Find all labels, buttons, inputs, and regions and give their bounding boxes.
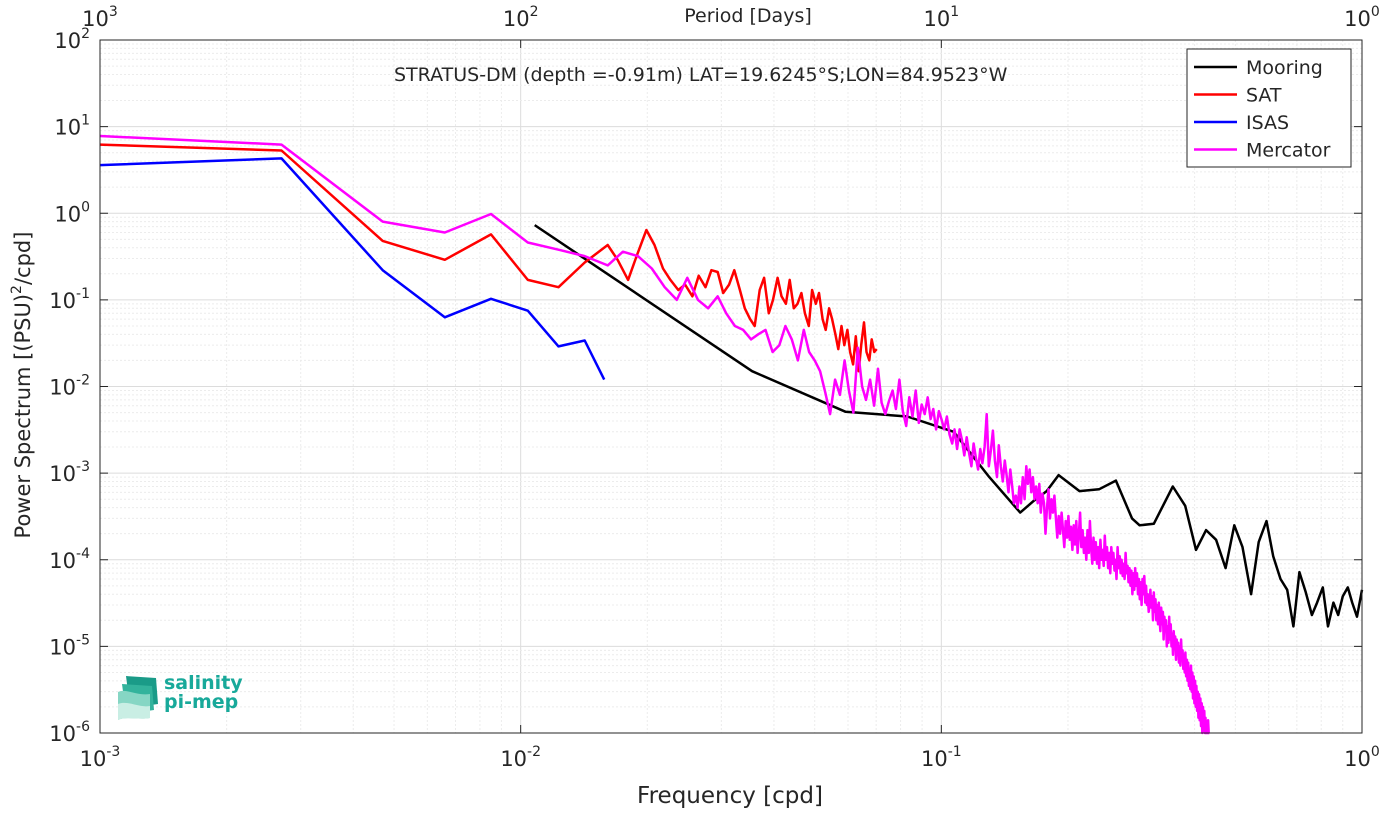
legend-label-mercator: Mercator (1246, 140, 1331, 162)
y-axis-label: Power Spectrum [(PSU)2/cpd] (9, 232, 35, 539)
series-layer (99, 134, 1364, 735)
salinity-pimep-logo: salinity pi-mep (116, 674, 246, 722)
y-tick-label-base: 10 (49, 722, 76, 746)
y-axis-label-sup: 2 (9, 285, 25, 294)
y-tick-label: 10-5 (49, 632, 90, 659)
y-tick-label: 10-6 (49, 719, 90, 746)
logo-text: salinity pi-mep (164, 674, 243, 712)
y-tick-label-exponent: -6 (76, 719, 90, 735)
x2-tick-label-exponent: 3 (109, 4, 118, 20)
x2-tick-label-exponent: 0 (1371, 4, 1380, 20)
y-tick-label-exponent: -2 (76, 373, 90, 389)
y-axis-label-tail: /cpd] (11, 232, 35, 285)
y-tick-label-exponent: 2 (81, 26, 90, 42)
x2-tick-label: 102 (503, 4, 539, 31)
x-tick-label-base: 10 (80, 747, 107, 771)
x2-tick-label: 101 (924, 4, 960, 31)
x-tick-label-exponent: -3 (106, 744, 120, 760)
x-tick-label: 100 (1344, 744, 1380, 771)
x-tick-label: 10-3 (80, 744, 121, 771)
x2-tick-label: 100 (1344, 4, 1380, 31)
y-tick-label-base: 10 (49, 376, 76, 400)
x-tick-label: 10-1 (921, 744, 962, 771)
y-tick-label-base: 10 (49, 462, 76, 486)
legend-label-mooring: Mooring (1246, 57, 1323, 79)
x2-tick-label-exponent: 2 (530, 4, 539, 20)
legend-box (1186, 48, 1352, 168)
logo-line1: salinity (164, 672, 243, 694)
y-tick-label-base: 10 (54, 202, 81, 226)
y-tick-label-exponent: -4 (76, 546, 90, 562)
x2-tick-label-base: 10 (82, 7, 109, 31)
y-tick-label: 10-4 (49, 546, 90, 573)
y-tick-label: 100 (54, 199, 90, 226)
y-axis-label-main: Power Spectrum [(PSU) (11, 294, 35, 539)
y-tick-label: 10-2 (49, 373, 90, 400)
series-line-sat (99, 143, 878, 373)
grid (99, 40, 1362, 734)
x-tick-label-base: 10 (921, 747, 948, 771)
x2-tick-label: 103 (82, 4, 118, 31)
y-tick-label-exponent: -5 (76, 632, 90, 648)
y-tick-label: 10-1 (49, 286, 90, 313)
legend: Mooring SAT ISAS Mercator (1186, 48, 1352, 168)
y-tick-label-base: 10 (54, 116, 81, 140)
y-tick-label: 101 (54, 113, 90, 140)
logo-wave-icon (118, 676, 158, 720)
legend-label-sat: SAT (1246, 85, 1282, 107)
logo-line2: pi-mep (164, 691, 239, 713)
x2-axis-label: Period [Days] (684, 5, 812, 27)
y-tick-label: 102 (54, 26, 90, 53)
y-tick-label-base: 10 (54, 29, 81, 53)
series-line-mooring (534, 224, 1364, 628)
y-tick-label-exponent: -1 (76, 286, 90, 302)
x-axis-label: Frequency [cpd] (637, 783, 823, 809)
x2-tick-label-base: 10 (924, 7, 951, 31)
y-tick-label-exponent: 1 (81, 113, 90, 129)
y-tick-label-base: 10 (49, 549, 76, 573)
x2-tick-label-base: 10 (1344, 7, 1371, 31)
y-tick-label-base: 10 (49, 289, 76, 313)
x-tick-label-exponent: -1 (948, 744, 962, 760)
x2-tick-label-exponent: 1 (950, 4, 959, 20)
x-tick-label-base: 10 (500, 747, 527, 771)
series-line-mercator (99, 134, 1210, 735)
x2-tick-label-base: 10 (503, 7, 530, 31)
y-tick-label-base: 10 (49, 635, 76, 659)
tick-marks (99, 39, 1363, 734)
x-tick-label-exponent: 0 (1371, 744, 1380, 760)
y-tick-label-exponent: -3 (76, 459, 90, 475)
x-tick-label-exponent: -2 (527, 744, 541, 760)
y-tick-label-exponent: 0 (81, 199, 90, 215)
chart-title: STRATUS-DM (depth =-0.91m) LAT=19.6245°S… (394, 64, 1008, 86)
y-tick-label: 10-3 (49, 459, 90, 486)
x-tick-label: 10-2 (500, 744, 541, 771)
legend-label-isas: ISAS (1246, 112, 1289, 134)
series-line-isas (99, 157, 606, 381)
x-tick-label-base: 10 (1344, 747, 1371, 771)
